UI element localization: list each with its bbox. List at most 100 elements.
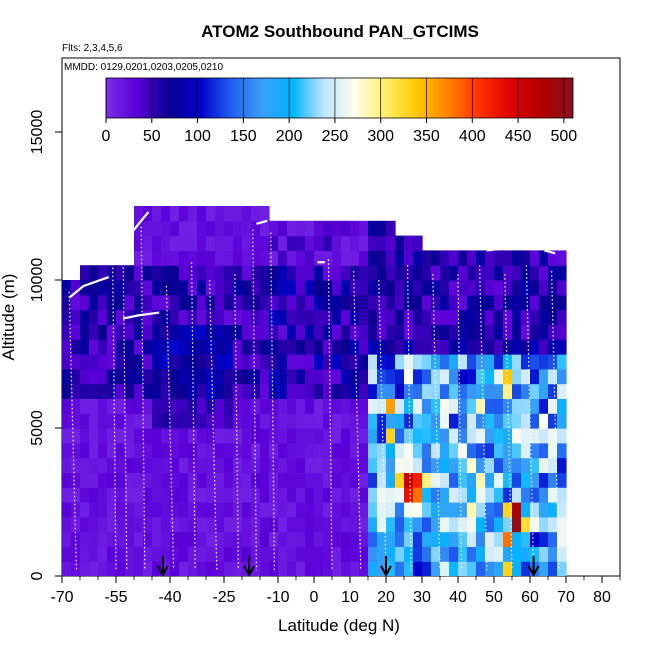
heatmap-cell — [296, 546, 306, 562]
heatmap-cell — [368, 442, 378, 459]
heatmap-cell — [485, 502, 495, 518]
heatmap-cell — [179, 280, 189, 296]
heatmap-cell — [395, 413, 405, 429]
heatmap-cell — [287, 487, 297, 503]
heatmap-cell — [323, 472, 333, 488]
flight-profile — [479, 265, 488, 571]
heatmap-cell — [251, 280, 261, 296]
heatmap-cell — [332, 324, 342, 340]
heatmap-cell — [323, 324, 333, 340]
heatmap-cell — [530, 531, 540, 547]
heatmap-cell — [404, 457, 414, 473]
heatmap-cell — [62, 354, 72, 370]
heatmap-cell — [278, 398, 288, 414]
heatmap-cell — [179, 265, 189, 281]
heatmap-cell — [134, 561, 144, 576]
heatmap-cell — [539, 531, 549, 547]
heatmap-cell — [350, 294, 360, 311]
heatmap-cell — [179, 413, 189, 429]
heatmap-cell — [458, 280, 468, 296]
heatmap-cell — [458, 546, 468, 562]
heatmap-cell — [161, 220, 171, 237]
heatmap-cell — [350, 502, 360, 518]
heatmap-cell — [377, 250, 387, 266]
heatmap-cell — [350, 339, 360, 355]
heatmap-cell — [260, 309, 270, 325]
heatmap-cell — [152, 546, 162, 562]
heatmap-cell — [314, 531, 324, 547]
heatmap-cell — [269, 531, 279, 547]
heatmap-cell — [431, 442, 441, 459]
heatmap-cell — [296, 280, 306, 296]
heatmap-cell — [557, 294, 567, 311]
heatmap-cell — [71, 428, 81, 444]
heatmap-cell — [530, 561, 540, 576]
heatmap-cell — [161, 280, 171, 296]
heatmap-cell — [359, 383, 369, 399]
heatmap-cell — [206, 487, 216, 503]
heatmap-cell — [125, 280, 135, 296]
heatmap-cell — [413, 516, 423, 533]
heatmap-cell — [305, 487, 315, 503]
heatmap-cell — [287, 502, 297, 518]
heatmap-cell — [242, 235, 252, 251]
heatmap-cell — [332, 398, 342, 414]
heatmap-cell — [197, 487, 207, 503]
heatmap-cell — [269, 265, 279, 281]
heatmap-cell — [107, 280, 117, 296]
heatmap-cell — [377, 398, 387, 414]
heatmap-cell — [449, 502, 459, 518]
heatmap-cell — [449, 250, 459, 266]
heatmap-cell — [107, 442, 117, 459]
heatmap-cell — [557, 442, 567, 459]
heatmap-cell — [116, 546, 126, 562]
heatmap-cell — [431, 502, 441, 518]
heatmap-cell — [386, 354, 396, 370]
heatmap-cell — [134, 220, 144, 237]
heatmap-cell — [152, 457, 162, 473]
heatmap-cell — [116, 280, 126, 296]
heatmap-cell — [134, 516, 144, 533]
heatmap-cell — [323, 309, 333, 325]
heatmap-cell — [197, 561, 207, 576]
heatmap-cell — [233, 280, 243, 296]
x-tick-label: 60 — [521, 589, 539, 606]
heatmap-cell — [521, 546, 531, 562]
heatmap-cell — [368, 235, 378, 251]
heatmap-cell — [503, 413, 513, 429]
heatmap-cell — [161, 502, 171, 518]
heatmap-cell — [206, 294, 216, 311]
heatmap-cell — [458, 487, 468, 503]
heatmap-cell — [296, 531, 306, 547]
heatmap-cell — [125, 546, 135, 562]
heatmap-cell — [341, 309, 351, 325]
heatmap-cell — [242, 324, 252, 340]
heatmap-cell — [134, 546, 144, 562]
heatmap-cell — [287, 516, 297, 533]
heatmap-cell — [323, 502, 333, 518]
heatmap-cell — [413, 250, 423, 266]
heatmap-cell — [161, 354, 171, 370]
heatmap-cell — [80, 265, 90, 281]
heatmap-cell — [494, 516, 504, 533]
heatmap-cell — [251, 457, 261, 473]
heatmap-cell — [89, 339, 99, 355]
heatmap-cell — [269, 428, 279, 444]
heatmap-cell — [107, 383, 117, 399]
heatmap-cell — [98, 502, 108, 518]
heatmap-cell — [377, 502, 387, 518]
heatmap-cell — [539, 457, 549, 473]
heatmap-cell — [62, 457, 72, 473]
heatmap-cell — [314, 250, 324, 266]
heatmap-cell — [413, 324, 423, 340]
heatmap-cell — [143, 413, 153, 429]
heatmap-cell — [179, 294, 189, 311]
heatmap-cell — [62, 442, 72, 459]
heatmap-cell — [485, 309, 495, 325]
x-tick-label: -10 — [266, 589, 289, 606]
flight-profile — [432, 274, 441, 571]
heatmap-cell — [503, 561, 513, 576]
heatmap-cell — [323, 531, 333, 547]
heatmap-cell — [233, 442, 243, 459]
heatmap-cell — [404, 487, 414, 503]
